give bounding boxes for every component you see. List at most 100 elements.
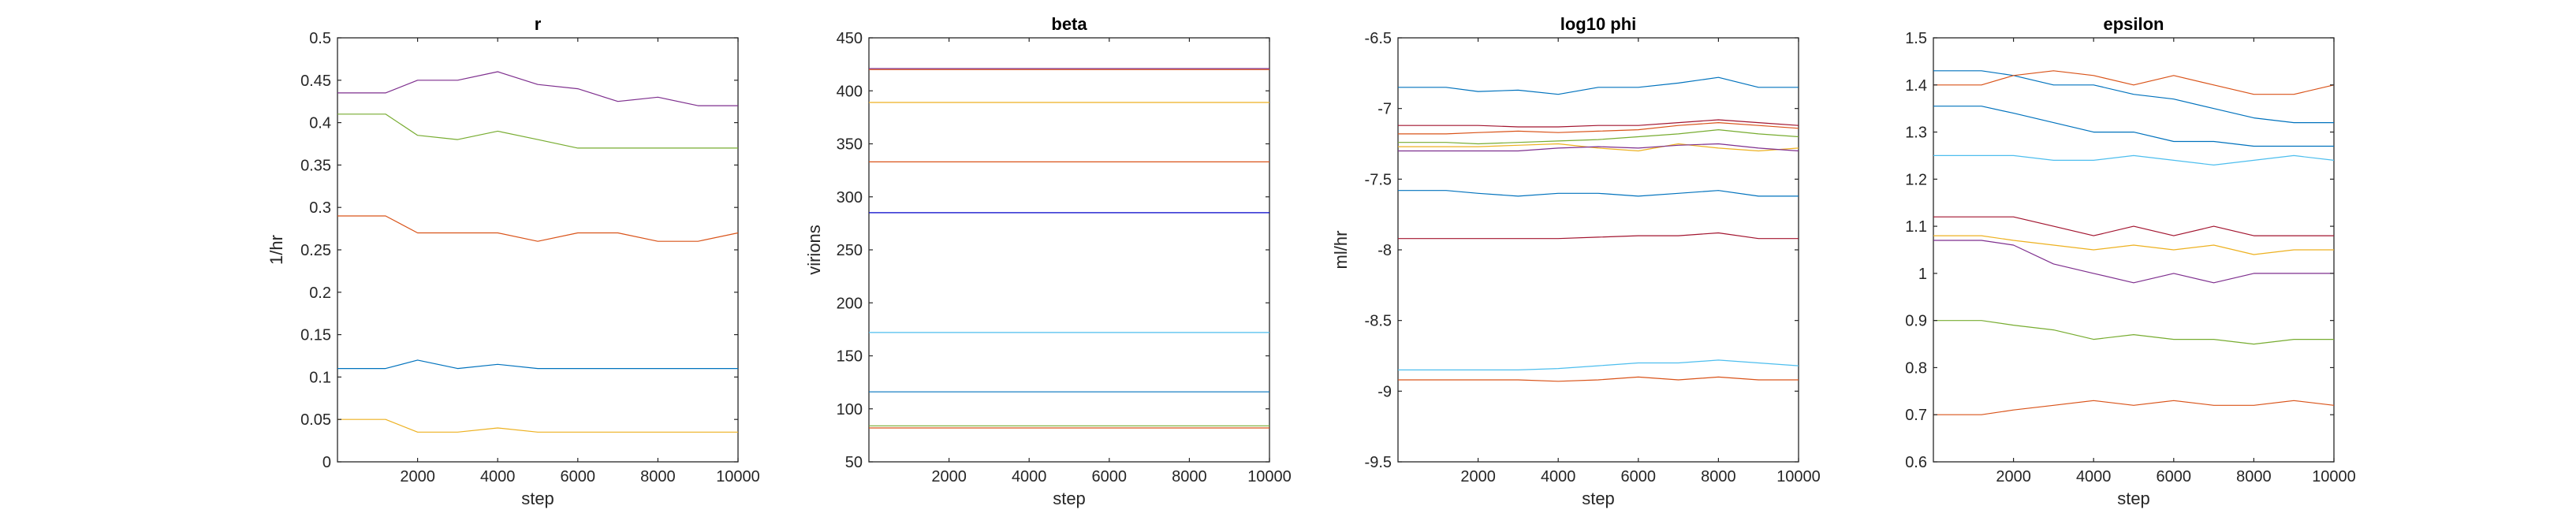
chart-panel-log10-phi: 2000 4000 6000 8000 10000 -9.5 -9 -8.5 -8 -7.5 -7 -… [1331, 14, 1821, 508]
tick-group: 2000 4000 6000 8000 10000 0 0.05 0.1 0.15 0.2 0.25… [300, 30, 760, 485]
x-axis-label: step [1053, 489, 1086, 508]
y-tick-label: 50 [845, 454, 863, 471]
y-tick-label: -8 [1377, 242, 1392, 259]
y-tick-label: 300 [837, 189, 863, 206]
y-tick-label: 250 [837, 242, 863, 259]
x-tick-label: 10000 [1776, 468, 1821, 485]
x-tick-label: 6000 [1092, 468, 1128, 485]
chart-title: epsilon [2103, 14, 2164, 34]
y-tick-label: -7 [1377, 101, 1392, 118]
y-tick-label: 0.1 [309, 369, 331, 386]
x-axis-label: step [521, 489, 554, 508]
series-line-5 [1933, 216, 2334, 236]
series-line-3 [337, 215, 739, 242]
series-line-6 [1398, 143, 1799, 152]
y-tick-label: 0.35 [300, 157, 331, 174]
series-line-5 [1398, 143, 1799, 152]
x-tick-label: 4000 [480, 468, 516, 485]
series-line-8 [1398, 232, 1799, 240]
series-line-9 [1933, 400, 2335, 415]
y-tick-label: 400 [837, 83, 863, 100]
y-tick-label: 1 [1918, 266, 1927, 283]
chart-panel-epsilon: 2000 4000 6000 8000 10000 0.6 0.7 0.8 0.9 1 1.1 1.2… [1905, 14, 2356, 508]
y-tick-label: 1.3 [1905, 125, 1927, 142]
series-line-8 [1933, 320, 2334, 345]
tick-group: 2000 4000 6000 8000 10000 50 100 150 200 250 300 35… [837, 30, 1292, 485]
y-tick-label: 1.2 [1905, 171, 1927, 188]
series-line-9 [1398, 359, 1799, 370]
chart-title: r [535, 14, 542, 34]
x-tick-label: 6000 [1621, 468, 1657, 485]
y-tick-label: 0.2 [309, 285, 331, 302]
tick-group: 2000 4000 6000 8000 10000 0.6 0.7 0.8 0.9 1 1.1 1.2… [1905, 30, 2356, 485]
x-tick-label: 6000 [2157, 468, 2192, 485]
series-group [337, 71, 739, 433]
series-group [1398, 76, 1799, 382]
x-tick-label: 2000 [1460, 468, 1496, 485]
series-line-2 [1933, 70, 2335, 95]
x-tick-label: 10000 [1247, 468, 1292, 485]
y-tick-label: 0.6 [1905, 454, 1927, 471]
chart-title: log10 phi [1560, 14, 1637, 34]
x-axis-label: step [1582, 489, 1615, 508]
y-tick-label: 0.9 [1905, 313, 1927, 330]
y-tick-label: 1.5 [1905, 30, 1927, 47]
y-tick-label: 0.25 [300, 242, 331, 259]
x-tick-label: 8000 [640, 468, 676, 485]
y-tick-label: 0.3 [309, 199, 331, 217]
series-line-4 [1398, 129, 1799, 145]
y-tick-label: 0.45 [300, 73, 331, 90]
y-tick-label: 0.5 [309, 30, 331, 47]
x-tick-label: 4000 [1541, 468, 1576, 485]
x-tick-label: 8000 [1701, 468, 1736, 485]
y-tick-label: 0.05 [300, 411, 331, 429]
series-line-10 [1398, 376, 1799, 382]
series-line-6 [1933, 235, 2334, 255]
series-group [869, 68, 1269, 429]
series-line-4 [1933, 154, 2335, 166]
series-line-2 [337, 113, 738, 149]
y-axis-label: 1/hr [267, 235, 286, 265]
chart-panel-r: 2000 4000 6000 8000 10000 0 0.05 0.1 0.15 0.2 0.25… [267, 14, 760, 508]
series-line-1 [1933, 70, 2334, 124]
x-tick-label: 2000 [1996, 468, 2031, 485]
x-tick-label: 2000 [931, 468, 967, 485]
y-tick-label: 350 [837, 136, 863, 154]
y-tick-label: 1.1 [1905, 218, 1927, 236]
y-tick-label: 450 [837, 30, 863, 47]
y-axis-label: virions [804, 225, 824, 275]
y-axis-label: ml/hr [1331, 231, 1351, 270]
series-line-2 [1398, 119, 1799, 128]
x-tick-label: 6000 [561, 468, 596, 485]
y-tick-label: 0.8 [1905, 359, 1927, 377]
y-tick-label: 0 [322, 454, 331, 471]
y-tick-label: 150 [837, 348, 863, 366]
series-group [1933, 70, 2335, 415]
x-tick-label: 4000 [2076, 468, 2112, 485]
x-tick-label: 4000 [1012, 468, 1047, 485]
series-line-1 [1398, 76, 1799, 95]
x-tick-label: 10000 [2312, 468, 2356, 485]
y-tick-label: -9.5 [1365, 454, 1392, 471]
y-tick-label: 200 [837, 295, 863, 312]
series-line-7 [1933, 240, 2334, 284]
tick-group: 2000 4000 6000 8000 10000 -9.5 -9 -8.5 -8 -7.5 -7 -… [1365, 30, 1821, 485]
x-tick-label: 10000 [716, 468, 760, 485]
y-tick-label: -6.5 [1365, 30, 1392, 47]
series-line-1 [337, 71, 738, 106]
y-tick-label: 0.7 [1905, 407, 1927, 424]
chart-title: beta [1051, 14, 1087, 34]
x-axis-label: step [2117, 489, 2150, 508]
y-tick-label: -8.5 [1365, 313, 1392, 330]
y-tick-label: 0.15 [300, 327, 331, 344]
series-line-5 [337, 418, 738, 433]
series-line-4 [337, 359, 738, 370]
y-tick-label: -7.5 [1365, 171, 1392, 188]
chart-panel-beta: 2000 4000 6000 8000 10000 50 100 150 200 250 300 35… [804, 14, 1292, 508]
x-tick-label: 8000 [2236, 468, 2272, 485]
y-tick-label: -9 [1377, 383, 1392, 400]
series-line-3 [1398, 122, 1799, 135]
y-tick-label: 0.4 [309, 115, 331, 132]
